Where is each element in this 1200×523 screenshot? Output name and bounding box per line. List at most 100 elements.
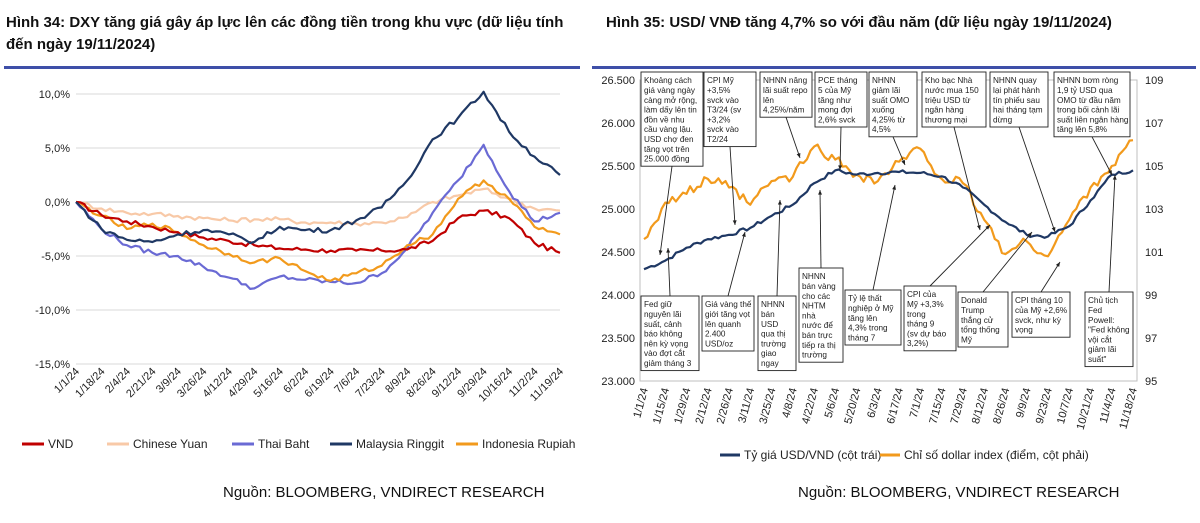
y-left-tick-label: 26.500 [601,75,635,87]
annotation-text: T2/24 [707,135,728,144]
annotation-text: nhà [802,311,816,320]
figure2-rule [592,66,1196,69]
x-tick-label: 1/15/24 [651,387,672,426]
annotation-box-frame [921,71,987,128]
annotation-arrow [776,199,781,297]
annotation-text: tăng vọt trên [644,145,690,154]
annotation-arrowhead [1108,170,1112,175]
chart1-fx-performance: 10,0%5,0%0,0%-5,0%-10,0%-15,0%1/1/241/18… [22,89,575,451]
x-tick-label: 6/17/24 [885,387,906,426]
series-line-vnd [75,200,561,254]
x-tick-label: 2/26/24 [715,387,736,426]
y-tick-label: 5,0% [45,143,70,155]
chart2-usd-vnd: 26.500 26.000 25.500 25.000 24.500 24.000 23.5… [601,71,1163,462]
x-tick-label: 10/21/24 [1075,387,1098,431]
figure1-source: Nguồn: BLOOMBERG, VNDIRECT RESEARCH [223,484,545,501]
annotation-box-frame [1084,291,1134,368]
annotation-text: thương mại [925,115,967,124]
annotation-text: tháng 7 [848,333,876,342]
y-left-tick-label: 23.000 [601,376,635,388]
annotation-text: Mỹ [961,335,973,344]
annotation-arrow [1091,136,1113,176]
annotation-text: NHNN [872,76,896,85]
annotation-text: giảm lãi [872,86,900,95]
annotation-text: làm dấy lên tin [644,106,697,115]
annotation-arrow [872,184,896,291]
annotation-text: NHNN [802,272,826,281]
annotation-text: lãi suất repo [763,86,808,95]
annotation-arrowhead [777,200,782,205]
y-right-tick-label: 97 [1145,333,1157,345]
annotation-box-frame [957,291,1009,348]
annotation-text: CPI của [907,290,937,299]
annotation-arrow [1108,174,1116,293]
x-tick-label: 6/3/24 [865,387,885,420]
y-left-tick-label: 26.000 [601,118,635,130]
annotation-box-frame [903,285,957,352]
annotation-text: 2,6% svck [818,115,856,124]
series-line-dollar-index [643,139,1134,258]
annotation-text: +3,5% [707,86,730,95]
y-left-tick-label: 25.000 [601,204,635,216]
annotation-text: lại phát hành [993,86,1040,95]
annotation-text: suất OMO [872,96,909,105]
annotation-text: thắng cử [961,315,994,325]
y-tick-label: -5,0% [41,251,70,263]
y-right-tick-label: 101 [1145,247,1163,259]
legend-label: VND [48,437,74,451]
annotation-text: NHNN quay [993,76,1038,85]
y-right-tick-label: 109 [1145,75,1163,87]
x-tick-label: 3/25/24 [757,387,778,426]
annotation-text: suất" [1088,355,1106,364]
y-left-tick-label: 23.500 [601,333,635,345]
annotation-arrow [1040,261,1061,293]
annotation-text: 5 của Mỹ [818,86,852,95]
figure1-title: Hình 34: DXY tăng giá gây áp lực lên các… [6,14,564,53]
series-line-indonesia-rupiah [75,179,561,282]
annotation-text: cầu vàng lậu. [644,125,693,134]
annotation-text: nghiệp ở Mỹ [848,304,894,313]
annotation-text: trong bối cảnh lãi [1057,106,1120,115]
annotation-text: giá vàng ngày [644,86,696,95]
annotation-arrow [667,247,671,297]
annotation-arrowhead [838,165,843,170]
annotation-text: giảm tháng 3 [644,359,692,368]
annotation-text: trường [802,351,827,360]
annotation-text: tăng lên [848,314,878,323]
annotation-arrowhead [658,250,663,255]
annotation-arrow [953,126,981,231]
annotation-arrowhead [732,220,737,225]
annotation-text: trường [761,339,786,348]
annotation-text: hai tháng tạm [993,106,1043,115]
annotation-text: OMO từ đầu năm [1057,96,1121,105]
annotation-text: 1,9 tỷ USD qua [1057,86,1113,95]
annotation-text: mong đợi [818,106,853,115]
annotation-text: 4,25%/năm [763,106,805,115]
annotation-box-frame [703,71,757,148]
annotation-text: CPI Mỹ [707,76,735,85]
annotation-text: Fed [1088,306,1103,315]
annotation-text: suất liên ngân hàng [1057,115,1129,124]
annotation-text: Trump [961,306,985,315]
y-tick-label: -15,0% [35,359,70,371]
annotation-box-frame [640,295,700,372]
annotation-arrow [982,231,1033,293]
annotation-text: nguyên lãi [644,310,682,319]
annotation-text: của Mỹ +2,6% [1015,306,1067,315]
annotation-arrowhead [818,190,823,195]
legend-label: Indonesia Rupiah [482,437,575,451]
annotation-text: NHNN [761,300,785,309]
y-right-tick-label: 103 [1145,204,1163,216]
series-line-chinese-yuan [75,187,561,227]
annotation-text: tiếp ra thị [802,341,836,350]
annotation-text: vội cắt [1088,334,1112,344]
annotation-text: xuống [872,106,895,115]
legend-label: Chinese Yuan [133,437,208,451]
